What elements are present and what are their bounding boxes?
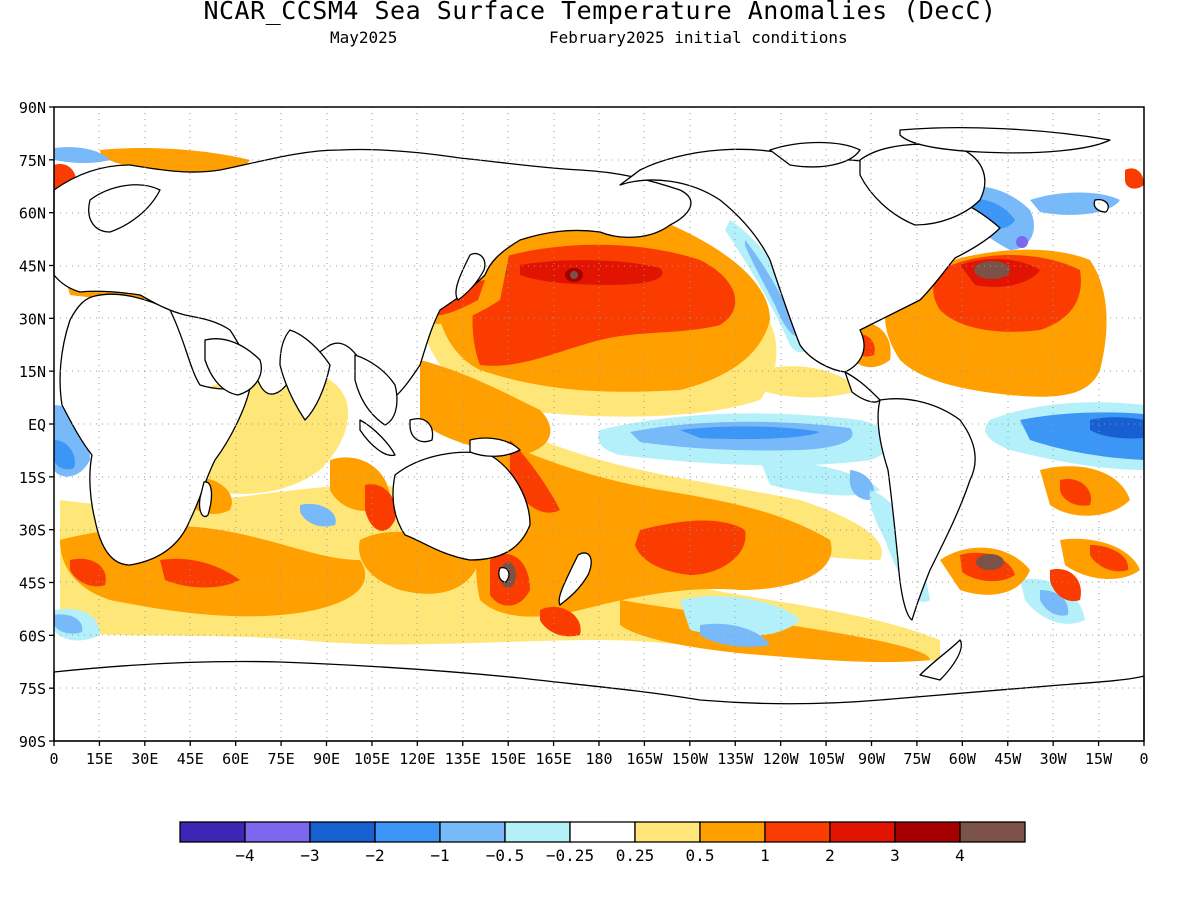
continents (53, 127, 1145, 742)
arabian-peninsula (204, 338, 262, 396)
latitude-axis: 90N 75N 60N 45N 30N 15N EQ 15S 30S 45S 60S 75S 90S (19, 99, 54, 751)
japan (455, 252, 486, 301)
lon-tick-label: 45W (994, 750, 1022, 768)
eurasia-landmass (53, 148, 692, 406)
colorbar-swatch (829, 821, 896, 843)
map-title: NCAR_CCSM4 Sea Surface Temperature Anoma… (203, 0, 997, 25)
colorbar-label: 3 (890, 846, 900, 865)
lon-tick-label: 30E (131, 750, 158, 768)
colorbar-swatch (764, 821, 831, 843)
lat-tick-label: 15N (19, 363, 46, 381)
lon-tick-label: 120W (763, 750, 800, 768)
colorbar-label: −4 (235, 846, 254, 865)
colorbar-label: 4 (955, 846, 965, 865)
indian-subcontinent (279, 329, 331, 421)
lon-tick-label: 90E (313, 750, 340, 768)
colorbar-swatch (894, 821, 961, 843)
colorbar-label: −1 (430, 846, 449, 865)
greenland (859, 143, 986, 226)
tasmania (498, 567, 510, 583)
longitude-axis: 0 15E 30E 45E 60E 75E 90E 105E 120E 135E 150E 165E 1… (49, 741, 1149, 768)
lon-tick-label: 60W (949, 750, 977, 768)
lat-tick-label: 30S (19, 522, 46, 540)
colorbar-swatch (244, 821, 311, 843)
lon-tick-label: 135W (717, 750, 754, 768)
scandinavia (88, 184, 161, 233)
lon-tick-label: 75W (903, 750, 931, 768)
lat-tick-label: 60S (19, 627, 46, 645)
lon-tick-label: 90W (858, 750, 886, 768)
lat-tick-label: EQ (28, 416, 46, 434)
colorbar-label: 0.25 (616, 846, 655, 865)
new-zealand (558, 552, 592, 606)
lat-tick-label: 30N (19, 310, 46, 328)
lon-tick-label: 105W (808, 750, 845, 768)
lat-tick-label: 90N (19, 99, 46, 117)
antarctic-peninsula (919, 639, 962, 681)
lat-tick-label: 45N (19, 258, 46, 276)
colorbar-swatch (959, 821, 1026, 843)
lon-tick-label: 165W (626, 750, 663, 768)
lon-tick-label: 75E (268, 750, 295, 768)
lon-tick-label: 15W (1085, 750, 1113, 768)
indochina (354, 354, 398, 426)
initial-conditions: February2025 initial conditions (549, 28, 848, 47)
lon-tick-label: 30W (1040, 750, 1068, 768)
lon-tick-label: 0 (1139, 750, 1148, 768)
lat-tick-label: 60N (19, 205, 46, 223)
lon-tick-label: 45E (177, 750, 204, 768)
south-america (877, 398, 976, 621)
colorbar-label: 0.5 (686, 846, 715, 865)
colorbar-label: −3 (300, 846, 319, 865)
lat-tick-label: 45S (19, 575, 46, 593)
lat-tick-label: 15S (19, 469, 46, 487)
sumatra (359, 419, 396, 457)
colorbar-label: 1 (760, 846, 770, 865)
lon-tick-label: 165E (536, 750, 572, 768)
iceland (1093, 199, 1109, 213)
colorbar-label: −2 (365, 846, 384, 865)
colorbar-label: 2 (825, 846, 835, 865)
lon-tick-label: 150E (490, 750, 526, 768)
africa-landmass (59, 293, 251, 566)
madagascar (198, 481, 213, 518)
lon-tick-label: 0 (49, 750, 58, 768)
lon-tick-label: 120E (399, 750, 435, 768)
gridlines (54, 107, 1144, 741)
borneo (409, 418, 434, 443)
colorbar-swatch (699, 821, 766, 843)
lon-tick-label: 15E (86, 750, 113, 768)
colorbar-swatch (569, 821, 636, 843)
lat-tick-label: 75S (19, 680, 46, 698)
colorbar: −4 −3 −2 −1 −0.5 −0.25 0.25 0.5 1 2 3 4 (179, 821, 1026, 865)
lon-tick-label: 60E (222, 750, 249, 768)
lon-tick-label: 105E (354, 750, 390, 768)
lon-tick-label: 135E (445, 750, 481, 768)
colorbar-label: −0.5 (486, 846, 525, 865)
lat-tick-label: 75N (19, 152, 46, 170)
colorbar-swatch (634, 821, 701, 843)
arctic-archipelago (769, 141, 861, 168)
lon-tick-label: 180 (585, 750, 612, 768)
colorbar-label: −0.25 (546, 846, 594, 865)
colorbar-swatch (309, 821, 376, 843)
colorbar-swatch (179, 821, 246, 843)
valid-month: May2025 (330, 28, 398, 47)
colorbar-swatch (374, 821, 441, 843)
new-guinea (469, 437, 521, 457)
lon-tick-label: 150W (672, 750, 709, 768)
arctic-rim (899, 127, 1111, 154)
colorbar-swatch (439, 821, 506, 843)
colorbar-swatch (504, 821, 571, 843)
lat-tick-label: 90S (19, 733, 46, 751)
